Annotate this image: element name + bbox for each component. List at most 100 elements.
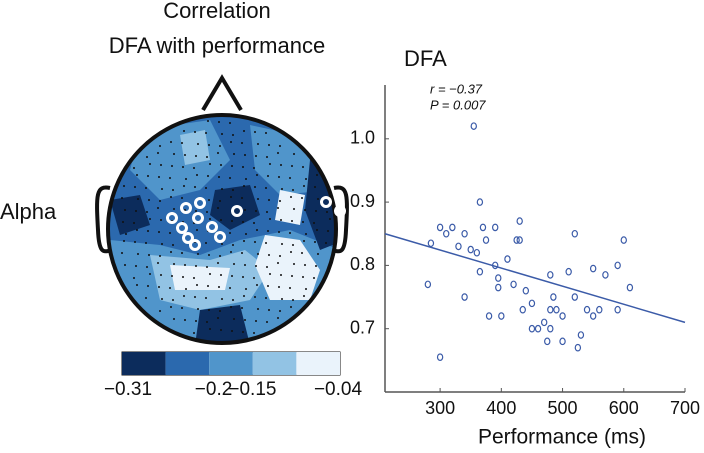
electrode <box>206 211 208 213</box>
electrode <box>206 266 208 268</box>
electrode <box>244 209 246 211</box>
colorbar-block <box>209 352 253 375</box>
point <box>516 236 523 244</box>
electrode <box>184 209 186 211</box>
electrode <box>181 307 183 309</box>
point <box>620 236 627 244</box>
electrode <box>221 298 223 300</box>
electrode <box>170 251 172 253</box>
electrode <box>326 211 328 213</box>
electrode <box>279 255 281 257</box>
electrode <box>245 233 247 235</box>
electrode <box>290 251 292 253</box>
colorbar-tick-label: −0.04 <box>314 379 363 400</box>
electrode <box>242 166 244 168</box>
point <box>424 280 432 289</box>
point <box>547 305 554 314</box>
point <box>571 229 578 238</box>
electrode <box>208 199 210 201</box>
electrode <box>255 155 257 157</box>
electrode <box>256 284 258 286</box>
point <box>528 324 536 333</box>
row-label: Alpha <box>0 199 57 224</box>
electrode <box>159 145 161 147</box>
electrode <box>256 229 258 231</box>
electrode <box>242 331 244 333</box>
point <box>565 267 572 276</box>
electrode <box>257 308 259 310</box>
electrode <box>147 285 149 287</box>
electrode <box>158 286 160 288</box>
electrode <box>233 318 235 320</box>
electrode <box>254 241 256 243</box>
electrode <box>137 253 139 255</box>
electrode <box>136 229 138 231</box>
electrode <box>315 210 317 212</box>
electrode <box>135 210 137 212</box>
point <box>504 255 511 263</box>
electrode <box>243 185 245 187</box>
electrode <box>303 240 305 242</box>
electrode <box>290 306 292 308</box>
electrode <box>194 296 196 298</box>
electrode <box>317 198 319 200</box>
head <box>95 74 349 345</box>
electrode <box>241 252 243 254</box>
x-tick-label: 600 <box>609 398 639 418</box>
electrode <box>161 188 163 190</box>
electrode <box>253 332 255 334</box>
electrode <box>291 275 293 277</box>
electrode <box>316 174 318 176</box>
electrode <box>245 288 247 290</box>
point <box>443 229 450 238</box>
electrode <box>196 284 198 286</box>
point <box>571 293 578 301</box>
point <box>589 264 597 273</box>
electrode <box>133 222 135 224</box>
electrode <box>184 154 186 156</box>
point <box>467 245 474 254</box>
point <box>495 274 502 282</box>
electrode <box>133 167 135 169</box>
electrode <box>279 145 281 147</box>
electrode <box>267 285 269 287</box>
point <box>519 305 526 314</box>
electrode <box>267 175 269 177</box>
electrode <box>159 255 161 257</box>
electrode <box>278 176 280 178</box>
electrode <box>206 156 208 158</box>
electrode <box>121 252 123 254</box>
electrode <box>289 287 291 289</box>
electrode <box>145 297 147 299</box>
x-tick-label: 500 <box>548 398 578 418</box>
electrode <box>146 266 148 268</box>
point <box>534 324 542 333</box>
electrode <box>231 165 233 167</box>
electrode <box>169 177 171 179</box>
electrode <box>243 130 245 132</box>
electrode <box>243 295 245 297</box>
electrode <box>171 275 173 277</box>
electrode <box>161 243 163 245</box>
electrode <box>170 196 172 198</box>
electrode <box>269 218 271 220</box>
electrode <box>315 265 317 267</box>
electrode <box>146 156 148 158</box>
point <box>614 305 621 314</box>
electrode <box>217 317 219 319</box>
colorbar-tick-label: −0.31 <box>104 379 152 400</box>
electrode <box>218 286 220 288</box>
electrode <box>232 134 234 136</box>
point <box>589 312 597 320</box>
electrode <box>233 153 235 155</box>
electrode <box>160 164 162 166</box>
electrode <box>147 175 149 177</box>
electrode <box>169 287 171 289</box>
electrode <box>265 297 267 299</box>
electrode <box>265 187 267 189</box>
electrode <box>158 176 160 178</box>
colorbar-tick-label: −0.15 <box>228 379 276 400</box>
electrode <box>279 200 281 202</box>
y-tick-label: 0.9 <box>350 191 375 211</box>
point <box>473 248 481 257</box>
